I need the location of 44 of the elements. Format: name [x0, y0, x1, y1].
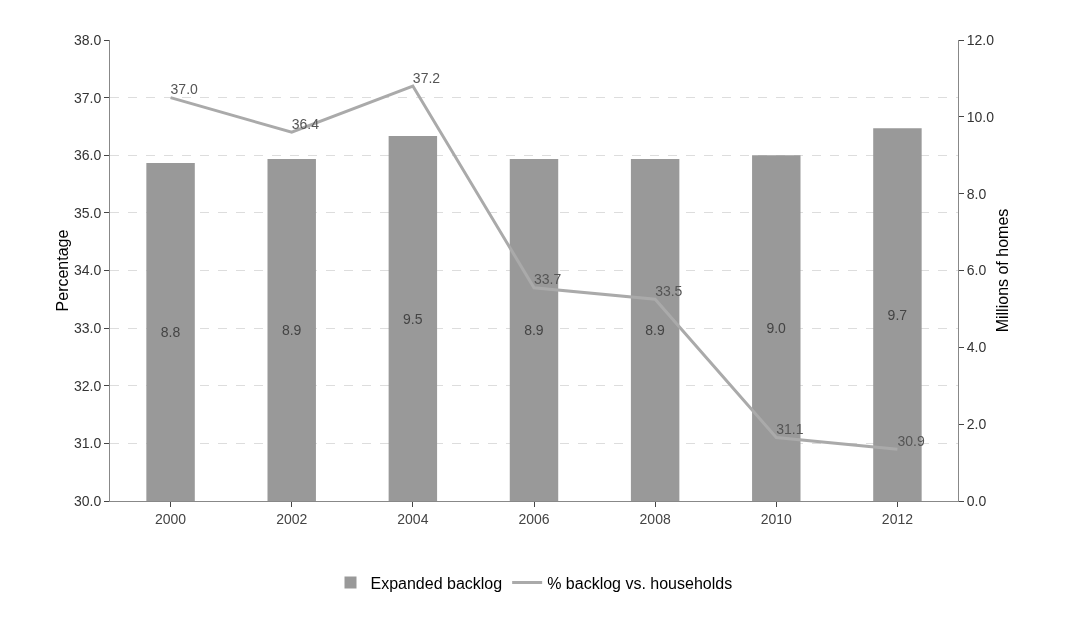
y-tick-label: 37.0 — [73, 89, 102, 106]
legend-label: % backlog vs. households — [547, 574, 733, 592]
data-label: 9.5 — [403, 310, 423, 327]
legend-label: Expanded backlog — [370, 574, 503, 592]
data-label: 8.8 — [160, 323, 181, 340]
y2-tick-label: 2.0 — [966, 416, 987, 433]
bar — [146, 162, 195, 501]
y2-tick-label: 4.0 — [966, 339, 987, 356]
bar — [630, 159, 680, 501]
x-tick-label: 2000 — [154, 510, 187, 527]
data-label: 37.2 — [412, 69, 441, 86]
y2-tick-label: 0.0 — [966, 492, 987, 509]
data-label: 9.0 — [766, 320, 787, 337]
bar — [267, 159, 316, 501]
y2-tick-label: 8.0 — [966, 185, 987, 202]
data-label: 8.9 — [281, 322, 302, 339]
y-tick-label: 30.0 — [73, 492, 102, 509]
y-tick-label: 33.0 — [73, 320, 102, 337]
x-tick-label: 2008 — [639, 510, 671, 527]
x-tick-label: 2006 — [518, 510, 550, 527]
x-tick-label: 2004 — [397, 510, 429, 527]
y2-tick-label: 10.0 — [966, 108, 995, 125]
data-label: 36.4 — [291, 115, 320, 132]
y-axis-title: Percentage — [54, 229, 71, 312]
y-tick-label: 31.0 — [73, 435, 102, 452]
y2-tick-label: 6.0 — [966, 262, 987, 279]
y-tick-label: 32.0 — [73, 377, 102, 394]
y2-tick-label: 12.0 — [966, 31, 995, 48]
data-label: 8.9 — [524, 322, 544, 339]
x-tick-label: 2010 — [760, 510, 793, 527]
bar — [873, 128, 922, 501]
data-label: 9.7 — [887, 306, 908, 323]
data-label: 8.9 — [645, 322, 665, 339]
bar — [388, 136, 438, 501]
y-tick-label: 35.0 — [73, 204, 102, 221]
y-tick-label: 38.0 — [73, 31, 102, 48]
data-label: 37.0 — [170, 81, 199, 98]
bar — [509, 159, 559, 501]
y2-axis-title: Millions of homes — [994, 208, 1011, 333]
bar — [752, 155, 801, 501]
x-tick-label: 2002 — [276, 510, 308, 527]
y-tick-label: 36.0 — [73, 147, 102, 164]
x-tick-label: 2012 — [881, 510, 914, 527]
y-tick-label: 34.0 — [73, 262, 102, 279]
